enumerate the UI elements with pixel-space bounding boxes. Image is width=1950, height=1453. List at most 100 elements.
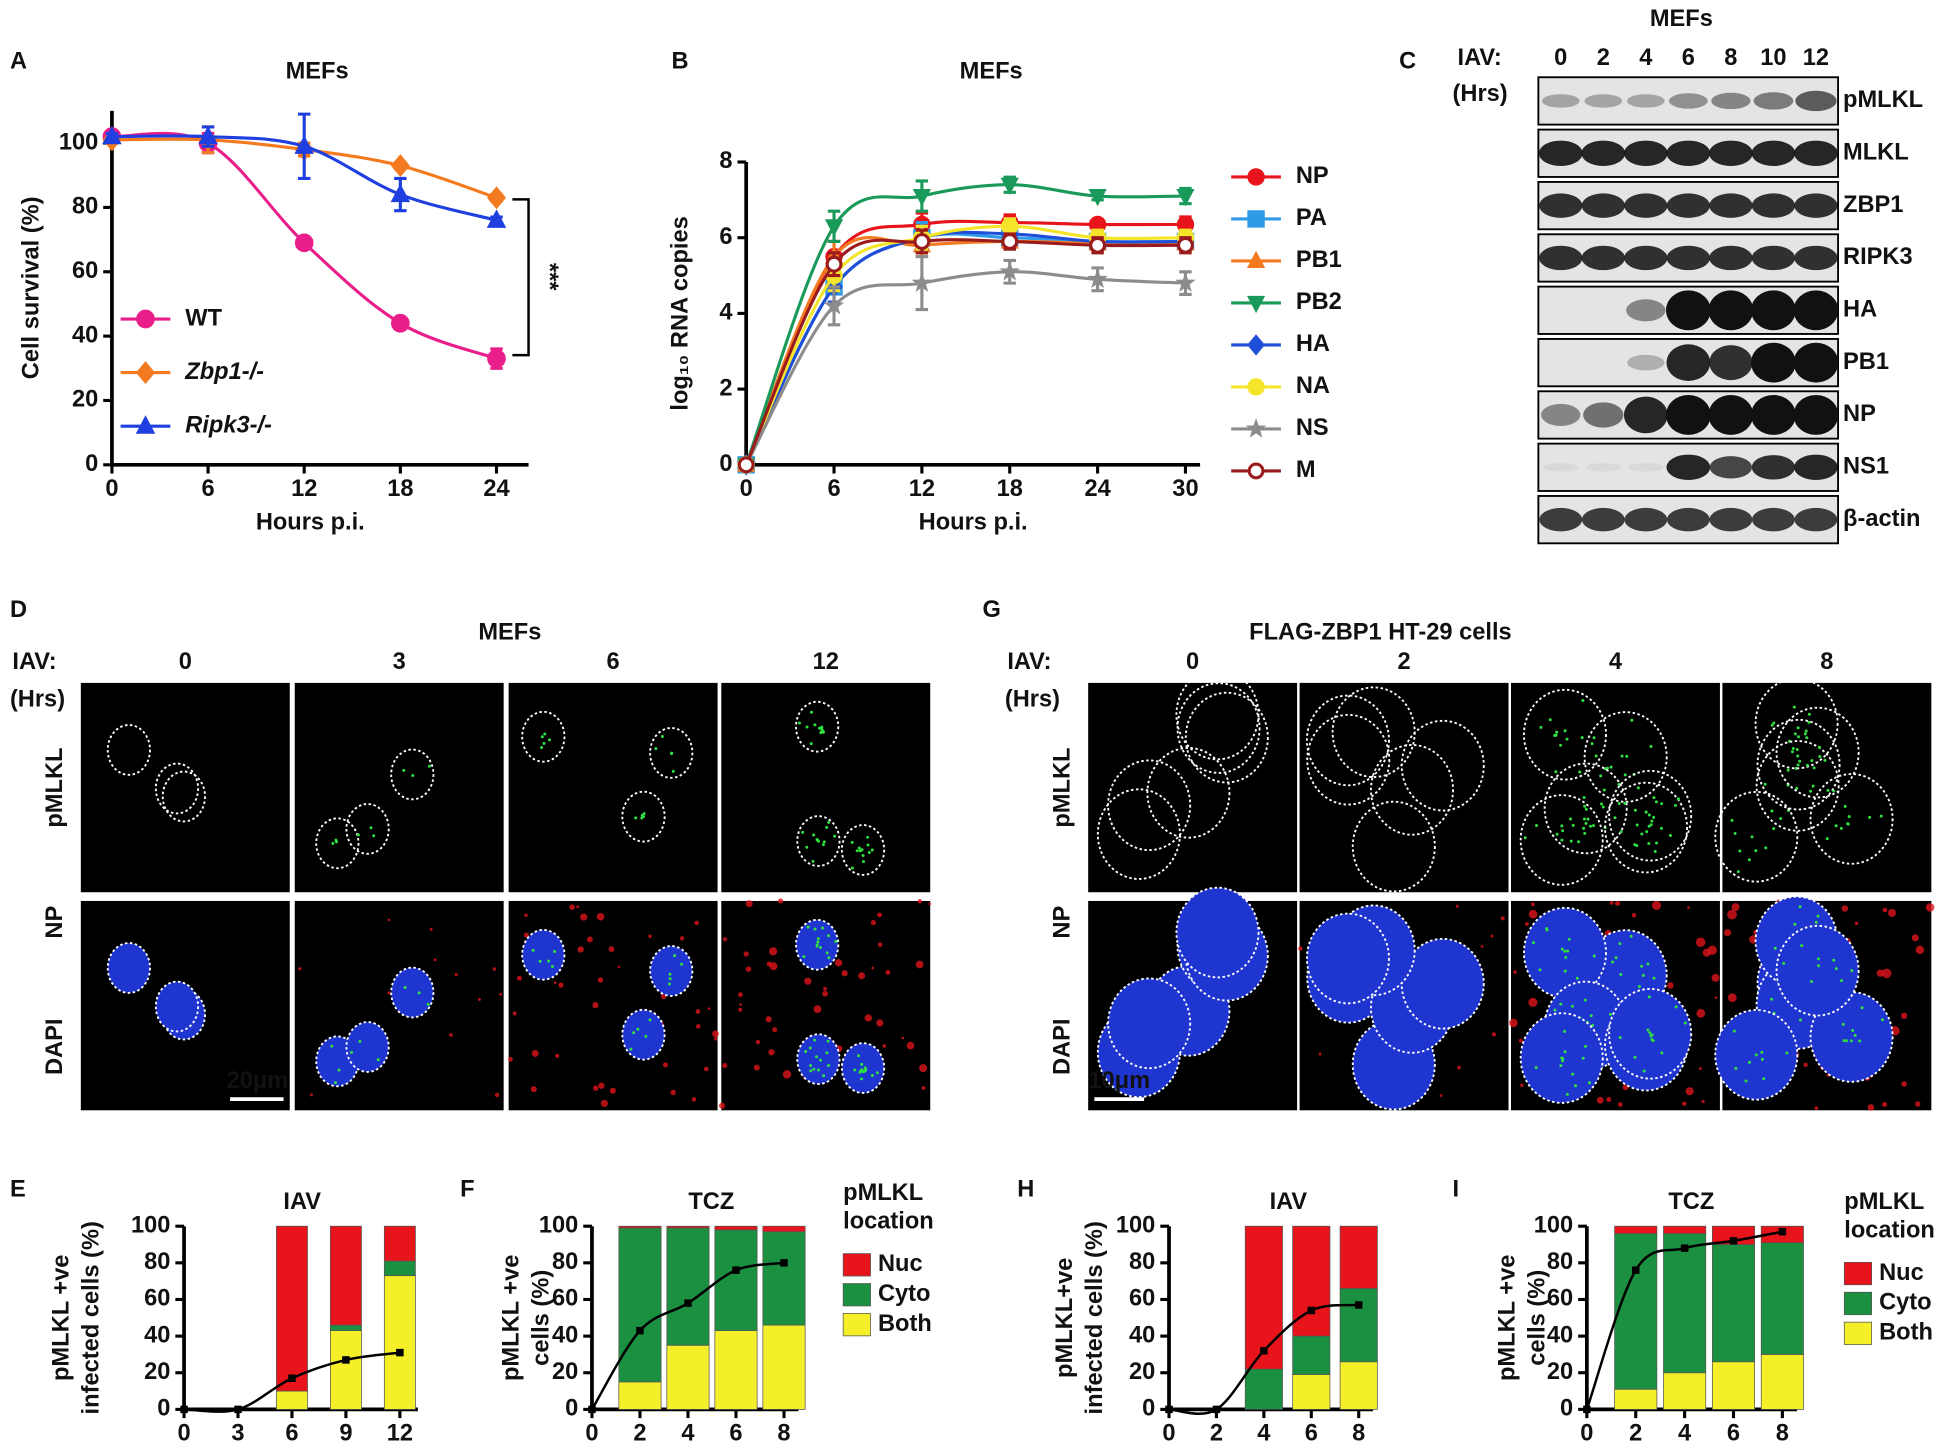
nucleus-outline bbox=[621, 1008, 666, 1061]
marker bbox=[1001, 217, 1019, 236]
blot-band bbox=[1752, 507, 1795, 532]
nucleus bbox=[1810, 992, 1893, 1082]
x-tick-label: 6 bbox=[201, 476, 214, 502]
pmlkl-signal bbox=[1609, 765, 1613, 769]
pmlkl-signal bbox=[1798, 759, 1802, 763]
nucleus-outline bbox=[1107, 977, 1192, 1070]
pmlkl-signal bbox=[816, 940, 820, 944]
pmlkl-signal bbox=[1583, 1044, 1587, 1048]
marker bbox=[911, 272, 933, 292]
x-tick-label: 4 bbox=[681, 1421, 695, 1447]
blot-band bbox=[1585, 463, 1621, 472]
np-signal bbox=[1854, 921, 1859, 926]
np-signal bbox=[1881, 968, 1892, 979]
legend-label: NA bbox=[1296, 373, 1330, 399]
blot-band bbox=[1581, 245, 1625, 271]
pmlkl-signal bbox=[1811, 784, 1815, 788]
pmlkl-signal bbox=[1592, 824, 1595, 828]
legend-label: Both bbox=[1879, 1320, 1933, 1346]
fit-curve bbox=[1585, 1230, 1783, 1410]
pmlkl-signal bbox=[1772, 721, 1776, 725]
panel-letter: I bbox=[1453, 1176, 1460, 1202]
np-signal bbox=[804, 977, 812, 985]
pmlkl-signal bbox=[1623, 773, 1627, 777]
np-signal bbox=[1727, 993, 1737, 1002]
pmlkl-signal bbox=[1637, 985, 1641, 989]
pmlkl-signal bbox=[866, 843, 870, 847]
np-signal bbox=[1455, 904, 1459, 908]
pmlkl-signal bbox=[1613, 816, 1617, 820]
pmlkl-signal bbox=[859, 848, 863, 852]
pmlkl-signal bbox=[671, 769, 675, 773]
pmlkl-signal bbox=[1584, 821, 1588, 825]
pmlkl-signal bbox=[1534, 1066, 1538, 1070]
image-panel bbox=[1722, 682, 1932, 893]
blot-band bbox=[1581, 140, 1626, 166]
np-signal bbox=[530, 1086, 537, 1093]
nucleus-outline bbox=[1608, 769, 1693, 862]
marker bbox=[1247, 210, 1265, 228]
x-tick-label: 18 bbox=[387, 476, 413, 502]
lane-label: 8 bbox=[1724, 45, 1737, 71]
pmlkl-signal bbox=[813, 927, 817, 931]
treatment-label: IAV: bbox=[1007, 649, 1051, 675]
x-tick-label: 6 bbox=[285, 1421, 298, 1447]
pmlkl-signal bbox=[809, 1064, 813, 1068]
pmlkl-signal bbox=[853, 1068, 857, 1072]
nucleus-outline bbox=[1523, 688, 1607, 781]
pmlkl-signal bbox=[818, 946, 822, 949]
lane-label: 2 bbox=[1597, 45, 1610, 71]
pmlkl-signal bbox=[1647, 813, 1651, 817]
pmlkl-signal bbox=[1618, 1036, 1622, 1040]
np-signal bbox=[1631, 912, 1637, 918]
np-signal bbox=[1596, 1096, 1604, 1104]
np-signal bbox=[885, 969, 891, 975]
pmlkl-signal bbox=[1563, 949, 1567, 953]
pmlkl-signal bbox=[1738, 849, 1742, 853]
np-signal bbox=[454, 972, 458, 977]
pmlkl-signal bbox=[350, 1050, 354, 1054]
nucleus-outline bbox=[1175, 668, 1260, 761]
y-axis-label: log₁₀ RNA copies bbox=[668, 216, 694, 410]
blot-band bbox=[1751, 342, 1796, 383]
pmlkl-signal bbox=[833, 834, 837, 838]
pmlkl-signal bbox=[1569, 839, 1573, 843]
pmlkl-signal bbox=[1629, 934, 1633, 938]
np-signal bbox=[512, 1011, 517, 1016]
pmlkl-signal bbox=[1843, 804, 1847, 808]
np-signal bbox=[1530, 902, 1535, 907]
nucleus bbox=[841, 1043, 885, 1093]
np-signal bbox=[648, 934, 652, 939]
pmlkl-signal bbox=[337, 1068, 341, 1072]
blot-band bbox=[1751, 245, 1796, 271]
bar-segment bbox=[276, 1225, 308, 1392]
chart-title: IAV bbox=[1270, 1189, 1308, 1215]
np-signal bbox=[870, 919, 877, 926]
x-tick-label: 18 bbox=[997, 476, 1023, 502]
np-signal bbox=[1701, 1099, 1705, 1104]
bar-segment bbox=[1614, 1388, 1658, 1410]
blot-band bbox=[1581, 507, 1625, 532]
marker bbox=[1000, 177, 1019, 195]
pmlkl-signal bbox=[1554, 733, 1558, 737]
pmlkl-signal bbox=[1770, 997, 1774, 1001]
blot-band bbox=[1794, 454, 1838, 481]
pmlkl-signal bbox=[805, 725, 809, 729]
marker bbox=[198, 125, 218, 145]
pmlkl-signal bbox=[866, 835, 870, 839]
pmlkl-signal bbox=[1575, 976, 1579, 980]
np-signal bbox=[915, 960, 924, 969]
pmlkl-signal bbox=[1560, 947, 1564, 951]
curve-point bbox=[780, 1259, 788, 1267]
legend-label: WT bbox=[185, 305, 222, 331]
np-signal bbox=[696, 1024, 701, 1029]
pmlkl-signal bbox=[1750, 835, 1754, 839]
x-tick-label: 2 bbox=[1210, 1421, 1223, 1447]
pmlkl-signal bbox=[850, 840, 854, 844]
time-label: 12 bbox=[813, 649, 839, 675]
pmlkl-signal bbox=[812, 1067, 816, 1071]
pmlkl-signal bbox=[1816, 957, 1820, 961]
pmlkl-signal bbox=[816, 937, 820, 941]
chart-title: MEFs bbox=[960, 59, 1023, 85]
